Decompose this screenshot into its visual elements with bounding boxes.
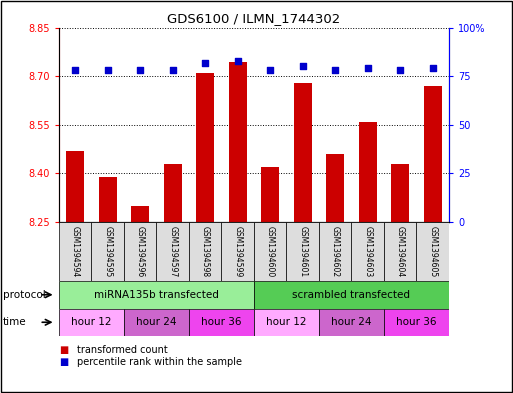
- Text: GSM1394599: GSM1394599: [233, 226, 242, 277]
- Point: [169, 67, 177, 73]
- Point: [71, 67, 80, 73]
- Bar: [391, 164, 409, 222]
- Text: GSM1394605: GSM1394605: [428, 226, 437, 277]
- Bar: [359, 121, 377, 222]
- Text: transformed count: transformed count: [77, 345, 168, 355]
- FancyBboxPatch shape: [91, 222, 124, 281]
- FancyBboxPatch shape: [124, 222, 156, 281]
- Bar: [66, 151, 84, 222]
- FancyBboxPatch shape: [254, 281, 449, 309]
- Bar: [261, 167, 279, 222]
- Text: time: time: [3, 317, 26, 327]
- Point: [233, 57, 242, 64]
- FancyBboxPatch shape: [156, 222, 189, 281]
- Point: [364, 65, 372, 72]
- FancyBboxPatch shape: [59, 309, 124, 336]
- Bar: [294, 83, 311, 222]
- Text: GSM1394594: GSM1394594: [71, 226, 80, 277]
- Point: [104, 67, 112, 73]
- Text: hour 12: hour 12: [266, 317, 307, 327]
- Text: GSM1394598: GSM1394598: [201, 226, 210, 277]
- Text: miRNA135b transfected: miRNA135b transfected: [94, 290, 219, 300]
- Text: hour 24: hour 24: [331, 317, 371, 327]
- Bar: [99, 176, 116, 222]
- Text: ■: ■: [59, 356, 68, 367]
- Text: hour 12: hour 12: [71, 317, 112, 327]
- FancyBboxPatch shape: [417, 222, 449, 281]
- Bar: [196, 73, 214, 222]
- FancyBboxPatch shape: [254, 309, 319, 336]
- Bar: [164, 164, 182, 222]
- FancyBboxPatch shape: [59, 222, 91, 281]
- Text: GSM1394595: GSM1394595: [103, 226, 112, 277]
- Text: ■: ■: [59, 345, 68, 355]
- FancyBboxPatch shape: [59, 281, 254, 309]
- Text: GSM1394603: GSM1394603: [363, 226, 372, 277]
- Text: GSM1394597: GSM1394597: [168, 226, 177, 277]
- Text: GSM1394602: GSM1394602: [331, 226, 340, 277]
- FancyBboxPatch shape: [189, 309, 254, 336]
- Bar: [229, 62, 247, 222]
- Bar: [131, 206, 149, 222]
- FancyBboxPatch shape: [384, 309, 449, 336]
- FancyBboxPatch shape: [351, 222, 384, 281]
- Bar: [424, 86, 442, 222]
- Point: [396, 67, 404, 73]
- Text: protocol: protocol: [3, 290, 45, 300]
- FancyBboxPatch shape: [384, 222, 417, 281]
- Point: [201, 59, 209, 66]
- FancyBboxPatch shape: [286, 222, 319, 281]
- Text: scrambled transfected: scrambled transfected: [292, 290, 410, 300]
- Text: percentile rank within the sample: percentile rank within the sample: [77, 356, 242, 367]
- FancyBboxPatch shape: [124, 309, 189, 336]
- Point: [331, 67, 339, 73]
- Text: GSM1394601: GSM1394601: [298, 226, 307, 277]
- Text: hour 36: hour 36: [201, 317, 242, 327]
- FancyBboxPatch shape: [319, 222, 351, 281]
- Title: GDS6100 / ILMN_1744302: GDS6100 / ILMN_1744302: [167, 12, 341, 25]
- Point: [428, 65, 437, 72]
- FancyBboxPatch shape: [222, 222, 254, 281]
- Point: [299, 63, 307, 70]
- Text: GSM1394604: GSM1394604: [396, 226, 405, 277]
- FancyBboxPatch shape: [319, 309, 384, 336]
- Text: hour 36: hour 36: [396, 317, 437, 327]
- Text: GSM1394600: GSM1394600: [266, 226, 274, 277]
- Point: [266, 67, 274, 73]
- Point: [136, 67, 144, 73]
- Text: hour 24: hour 24: [136, 317, 176, 327]
- Bar: [326, 154, 344, 222]
- FancyBboxPatch shape: [189, 222, 222, 281]
- Text: GSM1394596: GSM1394596: [136, 226, 145, 277]
- FancyBboxPatch shape: [254, 222, 286, 281]
